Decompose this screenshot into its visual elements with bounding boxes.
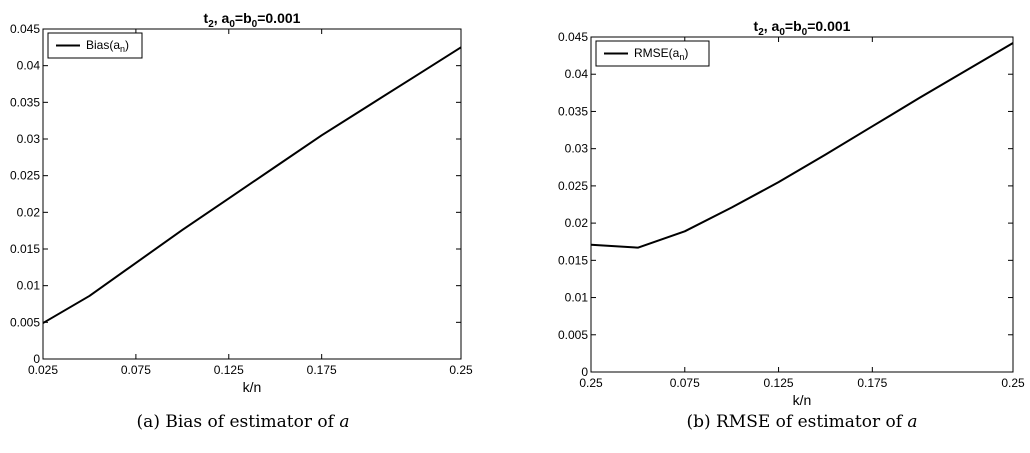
ytick-label: 0.045 — [10, 22, 40, 36]
xtick-label: 0.25 — [579, 376, 603, 390]
ytick-label: 0 — [33, 352, 40, 366]
chart-title: t2, a0=b0=0.001 — [204, 10, 301, 30]
ytick-label: 0.04 — [565, 67, 589, 81]
legend-bias: Bias(an) — [47, 32, 143, 59]
ytick-label: 0.03 — [565, 142, 589, 156]
caption-rmse: (b) RMSE of estimator of a — [686, 412, 917, 432]
ytick-label: 0.02 — [17, 205, 41, 219]
ytick-label: 0.045 — [558, 30, 588, 44]
caption-bias: (a) Bias of estimator of a — [137, 412, 350, 432]
xtick-label: 0.025 — [28, 363, 58, 377]
ytick-label: 0.04 — [17, 59, 41, 73]
xtick-label: 0.25 — [449, 363, 473, 377]
ytick-label: 0.015 — [558, 253, 588, 267]
legend-rmse: RMSE(an) — [595, 40, 710, 67]
caption-rmse-text: (b) RMSE of estimator of — [686, 412, 908, 432]
caption-bias-text: (a) Bias of estimator of — [136, 412, 340, 432]
plot-area-bias — [42, 28, 462, 360]
xtick-label: 0.175 — [307, 363, 337, 377]
ytick-label: 0.005 — [558, 328, 588, 342]
chart-rmse: 0 0.005 0.01 0.015 0.02 0.025 0.03 0.035 0.04 0.0… — [558, 18, 1025, 408]
xtick-label: 0.075 — [670, 376, 700, 390]
xtick-label: 0.25 — [1001, 376, 1025, 390]
ytick-label: 0.015 — [10, 242, 40, 256]
ytick-label: 0.02 — [565, 216, 589, 230]
caption-bias-math: a — [339, 412, 350, 432]
ytick-label: 0.01 — [565, 291, 589, 305]
xtick-label: 0.125 — [764, 376, 794, 390]
legend-label: RMSE(an) — [634, 46, 688, 62]
ytick-label: 0.03 — [17, 132, 41, 146]
xtick-label: 0.175 — [857, 376, 887, 390]
x-axis-label: k/n — [243, 379, 262, 395]
ytick-label: 0.025 — [558, 179, 588, 193]
ytick-label: 0.035 — [558, 104, 588, 118]
ytick-label: 0.035 — [10, 95, 40, 109]
chart-bias: 0 0.005 0.01 0.015 0.02 0.025 0.03 0.035 0.04 0.0… — [10, 10, 473, 395]
series-line-bias — [42, 46, 462, 324]
ytick-label: 0.025 — [10, 169, 40, 183]
chart-title: t2, a0=b0=0.001 — [754, 18, 851, 38]
xtick-label: 0.075 — [121, 363, 151, 377]
xtick-label: 0.125 — [214, 363, 244, 377]
legend-label: Bias(an) — [86, 38, 129, 54]
caption-rmse-math: a — [907, 412, 918, 432]
ytick-label: 0.005 — [10, 315, 40, 329]
series-line-rmse — [590, 42, 1014, 249]
plot-area-rmse — [590, 36, 1014, 373]
ytick-label: 0 — [581, 365, 588, 379]
ytick-label: 0.01 — [17, 279, 41, 293]
x-axis-label: k/n — [793, 392, 812, 408]
